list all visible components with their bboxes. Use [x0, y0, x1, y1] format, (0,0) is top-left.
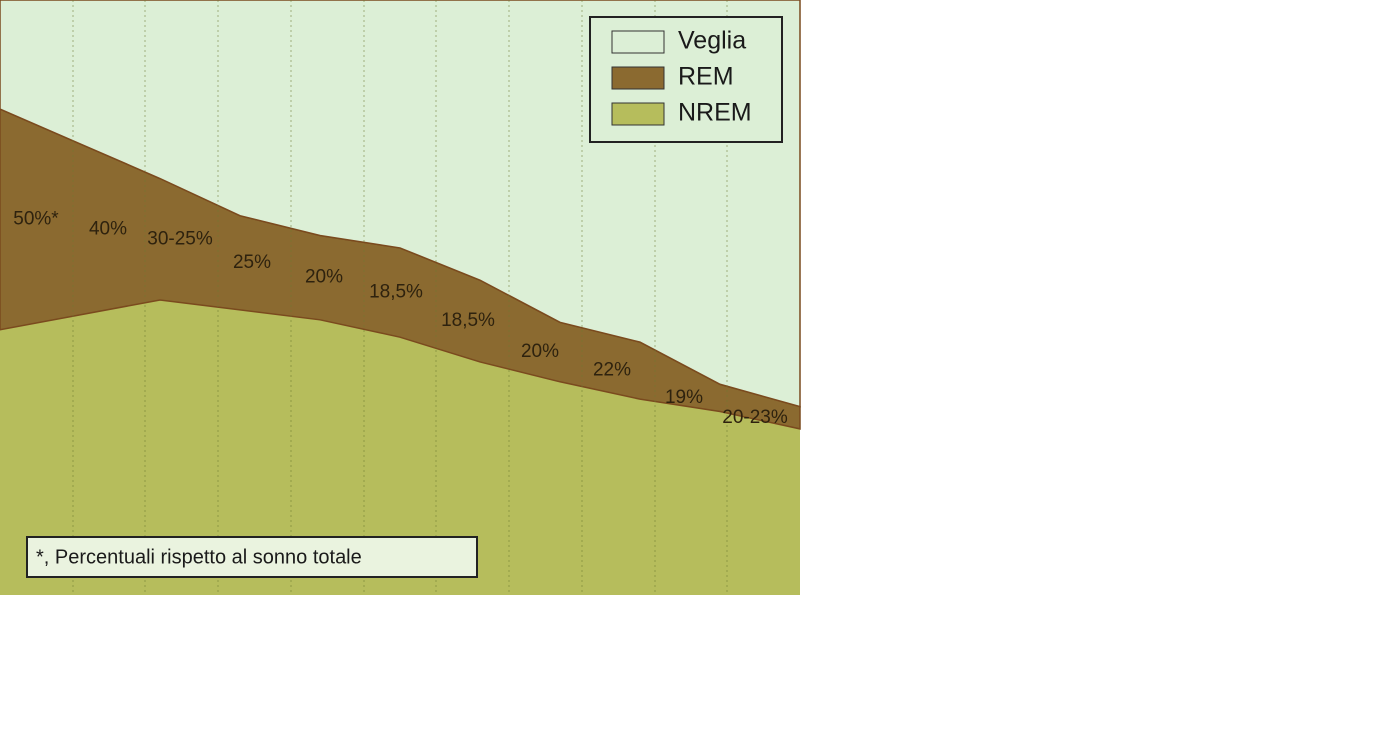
grid [72, 0, 728, 595]
rem-label: 19% [665, 387, 703, 408]
rem-label: 18,5% [441, 310, 495, 331]
legend-label: Veglia [678, 27, 746, 55]
rem-label: 50%* [13, 208, 59, 229]
annotations: 50%* 40% 30-25% 25% 20% 18,5% 18,5% 20% 22% 19% 20… [13, 208, 788, 427]
rem-label: 20% [521, 341, 559, 362]
legend-label: NREM [678, 99, 752, 127]
rem-label: 20% [305, 267, 343, 288]
legend-swatch [611, 66, 665, 90]
area [0, 299, 800, 595]
rem-label: 22% [593, 360, 631, 381]
note-box [26, 536, 478, 578]
rem-label: 30-25% [147, 228, 213, 249]
legend-swatch [611, 102, 665, 126]
legend-label: REM [678, 63, 734, 91]
legend: Veglia REM NREM [589, 16, 783, 143]
rem-label: 20-23% [722, 407, 788, 428]
legend-swatch [611, 30, 665, 54]
note: *, Percentuali rispetto al sonno totale [36, 546, 362, 568]
rem-label: 18,5% [369, 282, 423, 303]
rem-label: 25% [233, 252, 271, 273]
rem-label: 40% [89, 218, 127, 239]
